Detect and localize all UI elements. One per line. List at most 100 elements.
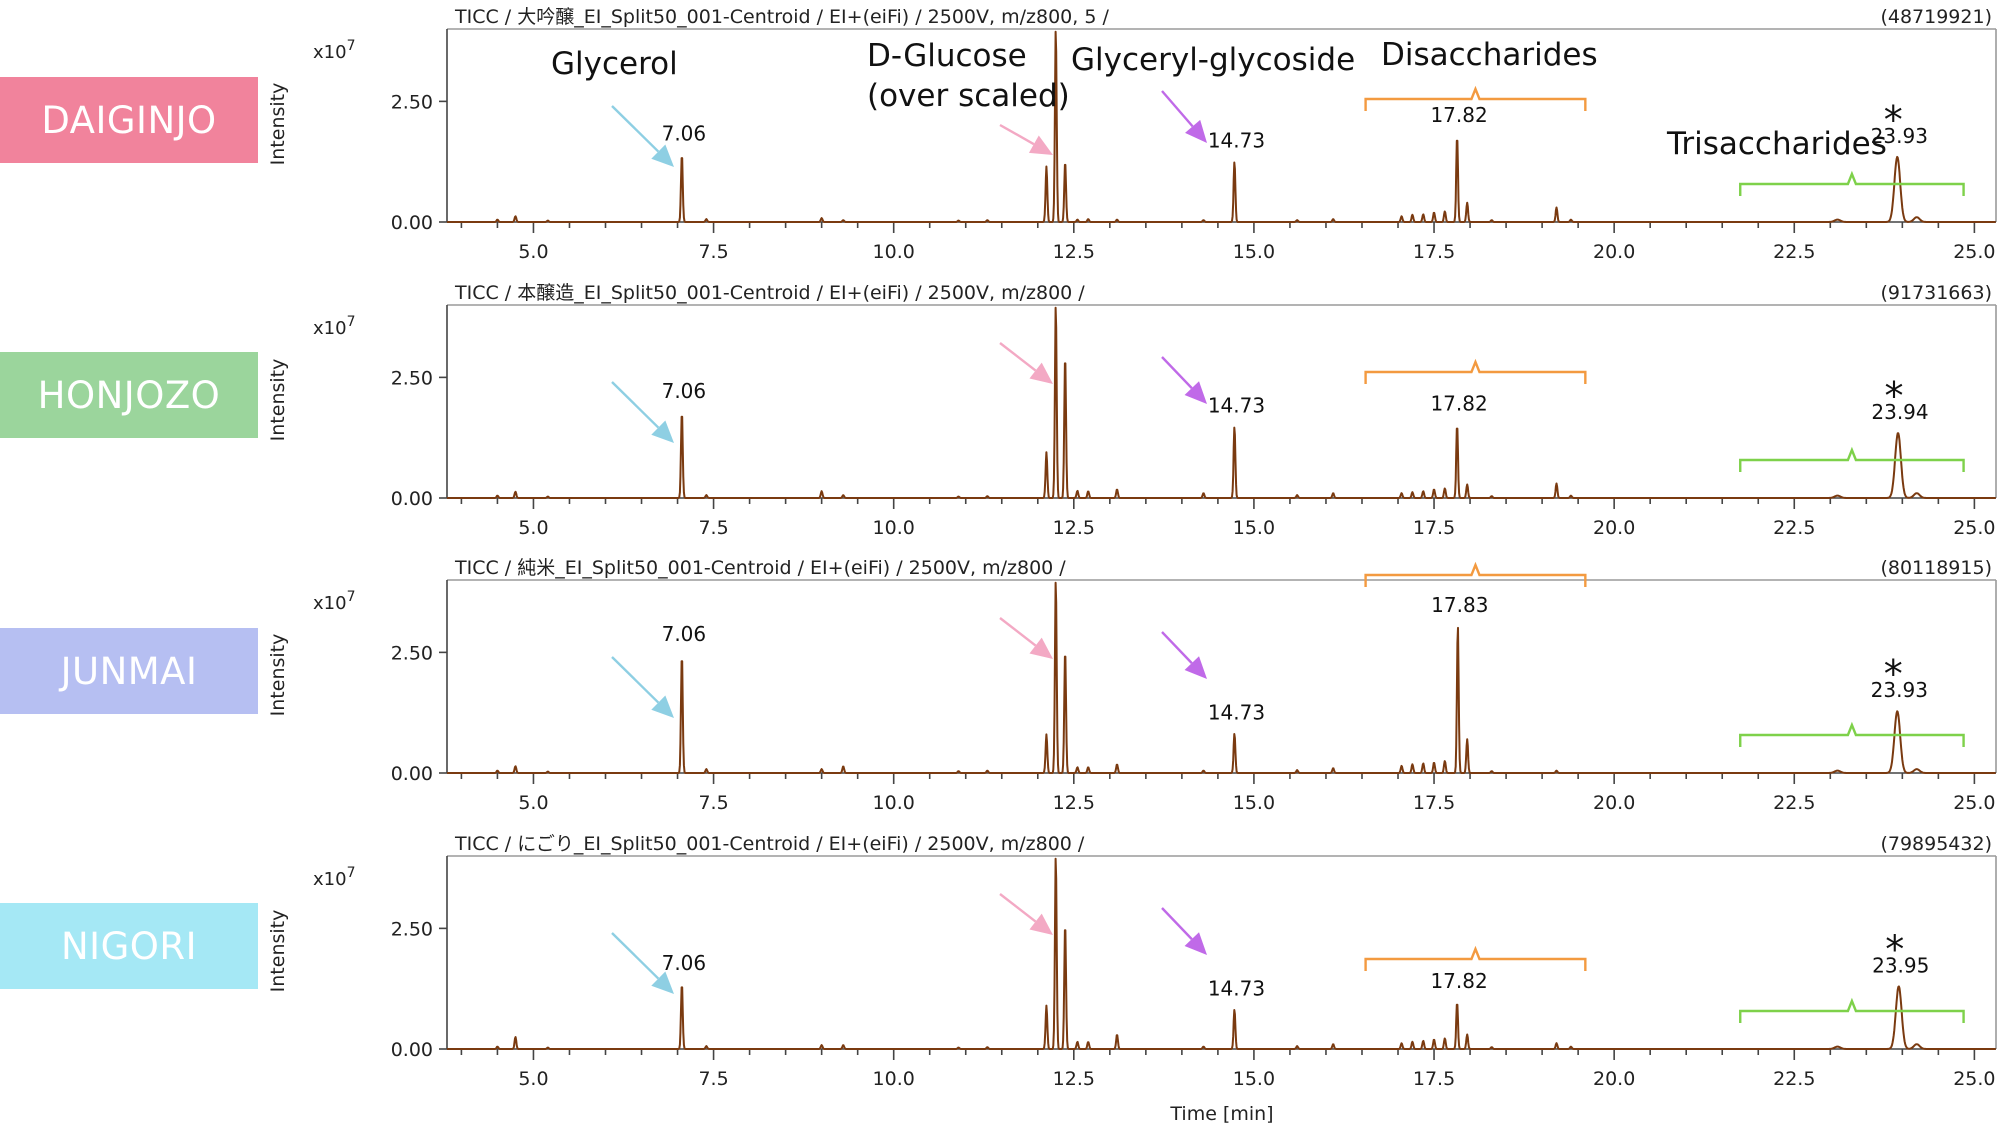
x-tick-label: 17.5 [1413, 1068, 1455, 1090]
glycerol-arrow-head [651, 420, 674, 443]
x-tick-label: 15.0 [1233, 241, 1275, 263]
y-tick-label: 2.50 [391, 91, 433, 113]
trisaccharides-label: Trisaccharides [1667, 126, 1887, 162]
disaccharides-label: Disaccharides [1381, 37, 1598, 73]
trisaccharides-brace [1739, 997, 1965, 1023]
x-tick-label: 17.5 [1413, 241, 1455, 263]
sample-badge-daiginjo: DAIGINJO [0, 77, 258, 163]
disaccharides-brace [1364, 561, 1587, 587]
peak-retention-label: 17.82 [1430, 969, 1487, 993]
x-tick-label: 12.5 [1053, 241, 1095, 263]
d-glucose-overscaled-label: (over scaled) [867, 78, 1070, 114]
x-tick-label: 10.0 [873, 1068, 915, 1090]
x-tick-label: 7.5 [698, 1068, 728, 1090]
glycerol-arrow-head [651, 144, 674, 167]
glucose-arrow [999, 123, 1035, 146]
x-tick-label: 5.0 [518, 241, 548, 263]
sample-badge-junmai: JUNMAI [0, 628, 258, 714]
x-tick-label: 20.0 [1593, 241, 1635, 263]
x-tick-label: 25.0 [1953, 517, 1995, 539]
star-marker: * [1885, 374, 1904, 418]
x-tick-label: 22.5 [1773, 241, 1815, 263]
total-intensity: (48719921) [1880, 6, 1992, 28]
y-tick-label: 0.00 [391, 212, 433, 234]
x-tick-label: 12.5 [1053, 792, 1095, 814]
y-exponent-power: 7 [347, 589, 356, 605]
y-tick-label: 2.50 [391, 918, 433, 940]
glycerol-label: Glycerol [551, 46, 678, 82]
panel-header: TICC / 大吟醸_EI_Split50_001-Centroid / EI+… [454, 6, 1109, 28]
y-exponent-label: x107 [313, 38, 355, 63]
x-tick-label: 15.0 [1233, 792, 1275, 814]
x-tick-label: 15.0 [1233, 517, 1275, 539]
x-tick-label: 12.5 [1053, 517, 1095, 539]
x-tick-label: 17.5 [1413, 792, 1455, 814]
glycoside-arrow-head [1184, 381, 1207, 404]
x-tick-label: 5.0 [518, 1068, 548, 1090]
y-axis-label: Intensity [267, 910, 289, 993]
star-marker: * [1885, 927, 1904, 971]
glucose-arrow-head [1029, 913, 1053, 935]
glucose-arrow [999, 893, 1037, 923]
glycoside-arrow-head [1184, 932, 1207, 955]
x-tick-label: 22.5 [1773, 517, 1815, 539]
glycerol-arrow [611, 656, 660, 704]
glycerol-arrow [611, 932, 660, 980]
tic-trace [446, 581, 1997, 774]
disaccharides-brace [1364, 85, 1587, 111]
panel-header: TICC / 純米_EI_Split50_001-Centroid / EI+(… [454, 557, 1066, 579]
d-glucose-label: D-Glucose [867, 38, 1027, 74]
disaccharides-brace [1364, 358, 1587, 384]
peak-retention-label: 17.83 [1431, 593, 1488, 617]
disaccharides-brace [1364, 945, 1587, 971]
glycoside-arrow-head [1184, 656, 1207, 679]
panel-nigori: TICC / にごり_EI_Split50_001-Centroid / EI+… [267, 833, 1997, 1125]
peak-retention-label: 14.73 [1208, 129, 1265, 153]
glycoside-arrow [1161, 907, 1193, 940]
peak-retention-label: 23.94 [1871, 400, 1928, 424]
glycerol-arrow-head [651, 695, 674, 718]
total-intensity: (79895432) [1880, 833, 1992, 855]
peak-retention-label: 17.82 [1430, 392, 1487, 416]
trisaccharides-brace [1739, 170, 1965, 196]
x-tick-label: 22.5 [1773, 792, 1815, 814]
total-intensity: (91731663) [1880, 282, 1992, 304]
x-tick-label: 17.5 [1413, 517, 1455, 539]
star-marker: * [1884, 98, 1903, 142]
x-tick-label: 22.5 [1773, 1068, 1815, 1090]
y-exponent-label: x107 [313, 589, 355, 614]
panel-daiginjo: TICC / 大吟醸_EI_Split50_001-Centroid / EI+… [267, 6, 1997, 263]
glycoside-arrow-head [1185, 119, 1207, 143]
x-tick-label: 12.5 [1053, 1068, 1095, 1090]
glyceryl-glycoside-label: Glyceryl-glycoside [1071, 42, 1356, 78]
star-marker: * [1884, 652, 1903, 696]
y-tick-label: 2.50 [391, 642, 433, 664]
x-tick-label: 7.5 [698, 517, 728, 539]
x-tick-label: 7.5 [698, 792, 728, 814]
x-tick-label: 5.0 [518, 517, 548, 539]
x-tick-label: 20.0 [1593, 517, 1635, 539]
peak-retention-label: 23.93 [1871, 124, 1928, 148]
peak-retention-label: 17.82 [1430, 103, 1487, 127]
x-tick-label: 10.0 [873, 241, 915, 263]
y-exponent-power: 7 [347, 314, 356, 330]
x-tick-label: 20.0 [1593, 1068, 1635, 1090]
glycerol-arrow [611, 381, 660, 429]
peak-retention-label: 7.06 [662, 951, 707, 975]
peak-retention-label: 7.06 [662, 622, 707, 646]
x-tick-label: 10.0 [873, 517, 915, 539]
glucose-arrow-head [1029, 362, 1053, 384]
glucose-arrow-head [1028, 135, 1053, 155]
y-axis-label: Intensity [267, 359, 289, 442]
panel-honjozo: TICC / 本醸造_EI_Split50_001-Centroid / EI+… [267, 282, 1997, 539]
y-exponent-label: x107 [313, 314, 355, 339]
tic-trace [446, 30, 1997, 223]
glucose-arrow-head [1029, 637, 1053, 659]
x-tick-label: 25.0 [1953, 241, 1995, 263]
y-exponent-power: 7 [347, 865, 356, 881]
glucose-arrow [999, 617, 1037, 647]
sample-badge-honjozo: HONJOZO [0, 352, 258, 438]
x-tick-label: 25.0 [1953, 1068, 1995, 1090]
